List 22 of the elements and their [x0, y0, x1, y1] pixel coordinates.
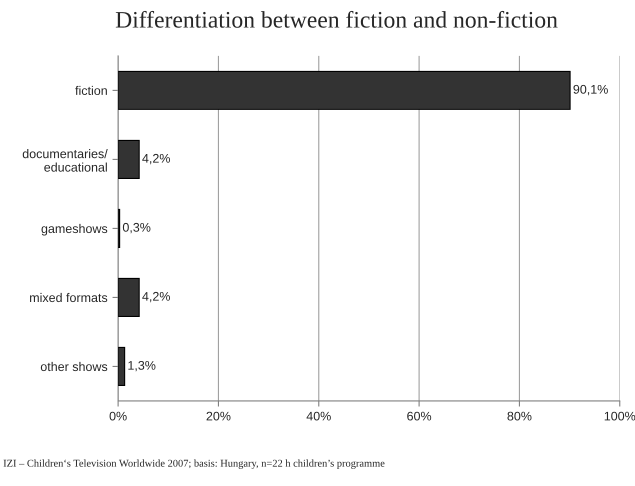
data-label: 4,2% [142, 292, 170, 302]
y-tick-label: gameshows [42, 224, 108, 236]
bar [118, 346, 126, 386]
data-label: 0,3% [122, 222, 150, 234]
bar [118, 140, 140, 179]
x-tick-label: 20% [206, 412, 231, 421]
bar [118, 70, 571, 110]
y-tick-label: mixed formats [30, 292, 108, 302]
x-tick-label: 80% [507, 412, 532, 421]
y-tick-label: other shows [40, 362, 108, 372]
text: IZI – Children‘s Television Worldwide 2007; basis: Hungary, n=22 h children’s programme [4, 459, 384, 469]
x-tick-label: 0% [110, 412, 127, 421]
y-tick-label: documentaries/ educational [22, 149, 108, 172]
data-label: 90,1% [573, 84, 608, 96]
x-tick-label: 60% [407, 412, 432, 421]
data-label: 1,3% [128, 360, 156, 372]
bar [118, 278, 140, 317]
data-label: 4,2% [142, 154, 170, 164]
x-tick-label: 100% [604, 412, 635, 421]
y-tick-label: fiction [75, 86, 107, 96]
x-tick-label: 40% [306, 412, 331, 421]
chart-title: Differentiation between fiction and non-fiction [116, 10, 558, 28]
